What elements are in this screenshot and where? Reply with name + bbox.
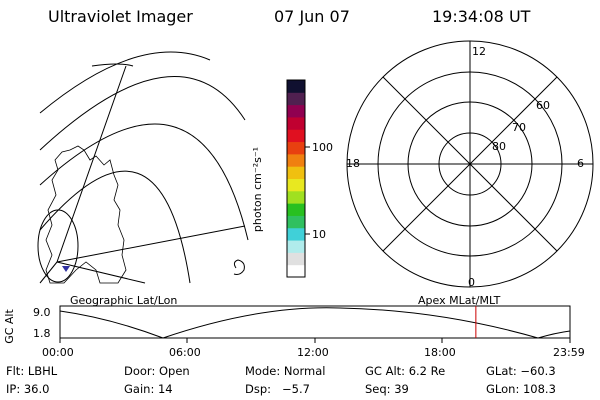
x-tick-label-0000: 00:00 [42, 346, 74, 359]
colorbar-band [287, 203, 305, 216]
x-tick-label-0600: 06:00 [169, 346, 201, 359]
colorbar-band [287, 190, 305, 204]
polar-label-70: 70 [512, 121, 526, 134]
polar-label-60: 60 [536, 99, 550, 112]
colorbar-band [287, 116, 305, 130]
timeline-left-title: Geographic Lat/Lon [70, 294, 178, 307]
colorbar-band [287, 104, 305, 118]
colorbar-tick-label-10: 10 [312, 228, 326, 241]
colorbar-band [287, 252, 305, 266]
status-glat: GLat: −60.3 [486, 364, 556, 378]
colorbar-band [287, 240, 305, 253]
timeline-y-tick-low: 1.8 [33, 327, 51, 340]
colorbar-band [287, 129, 305, 143]
status-door: Door: Open [124, 364, 190, 378]
polar-label-12: 12 [472, 45, 486, 58]
observation-date: 07 Jun 07 [274, 7, 350, 26]
altitude-curve [59, 307, 571, 339]
colorbar-band [287, 141, 305, 155]
polar-label-80: 80 [492, 140, 506, 153]
status-gain: Gain: 14 [124, 382, 173, 396]
colorbar-tick-label-100: 100 [312, 141, 333, 154]
polar-label-18: 18 [346, 157, 360, 170]
colorbar-band [287, 215, 305, 229]
observation-time: 19:34:08 UT [432, 7, 531, 26]
x-tick-label-2359: 23:59 [553, 346, 585, 359]
x-tick-label-1200: 12:00 [297, 346, 329, 359]
polar-label-6: 6 [577, 157, 584, 170]
timeline-frame [59, 305, 571, 339]
x-tick-label-1800: 18:00 [424, 346, 456, 359]
colorbar-band [287, 264, 305, 278]
instrument-title: Ultraviolet Imager [48, 7, 193, 26]
polar-diagonal-2 [382, 76, 558, 252]
timeline-y-tick-high: 9.0 [33, 306, 51, 319]
colorbar-band [287, 80, 305, 93]
status-gc-alt: GC Alt: 6.2 Re [365, 364, 446, 378]
status-glon: GLon: 108.3 [486, 382, 556, 396]
timeline-right-title: Apex MLat/MLT [418, 294, 501, 307]
status-mode: Mode: Normal [245, 364, 326, 378]
status-flt: Flt: LBHL [6, 364, 58, 378]
polar-label-0: 0 [468, 276, 475, 289]
colorbar-band [287, 166, 305, 179]
colorbar-band [287, 92, 305, 106]
status-dsp: Dsp: −5.7 [245, 382, 310, 396]
colorbar-band [287, 227, 305, 241]
colorbar-band [287, 178, 305, 192]
colorbar-scale [287, 80, 305, 278]
status-ip: IP: 36.0 [6, 382, 50, 396]
colorbar-band [287, 153, 305, 167]
status-seq: Seq: 39 [365, 382, 409, 396]
